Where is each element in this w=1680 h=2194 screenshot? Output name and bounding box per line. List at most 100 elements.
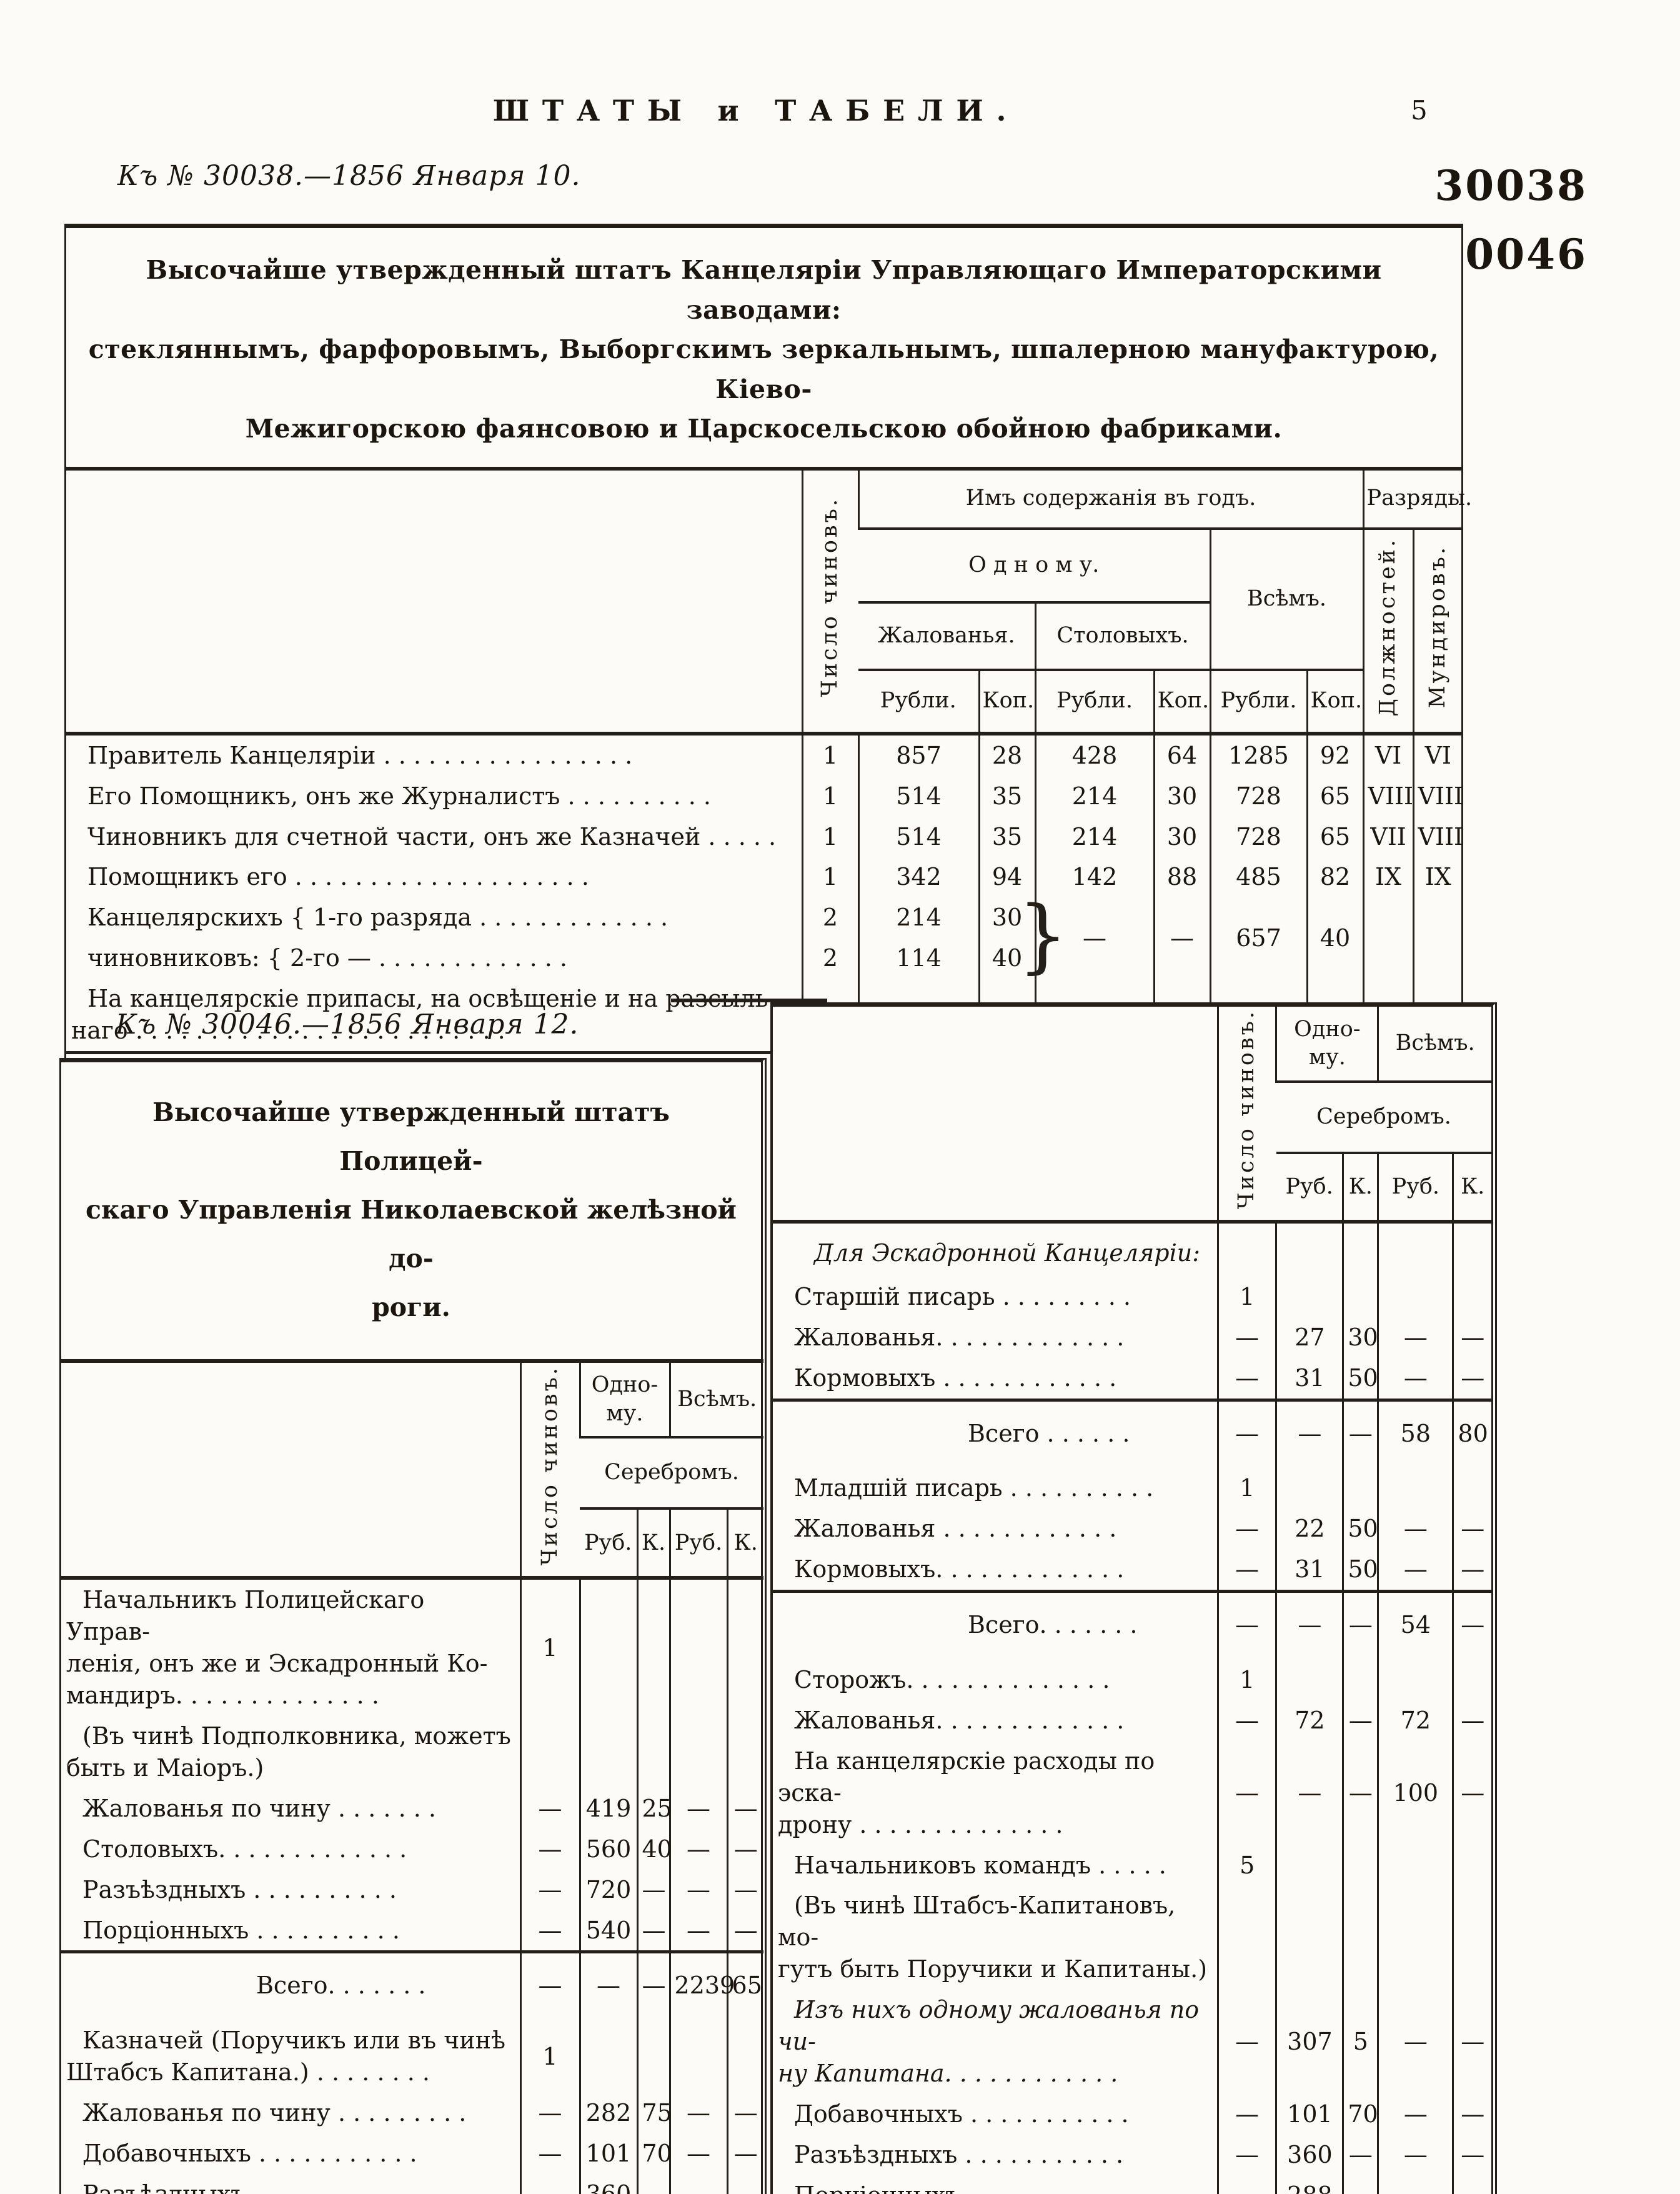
- row-value: —: [1452, 1357, 1491, 1400]
- staff-table-police-left-grid: Число чиновъ. Одно- му. Всѣмъ. Серебромъ…: [61, 1359, 764, 2194]
- row-value: 64: [1153, 733, 1210, 776]
- row-value: —: [726, 2093, 764, 2134]
- col-header-odnomu: О д н о м у.: [858, 528, 1210, 604]
- table-row: Помощникъ его . . . . . . . . . . . . . …: [66, 857, 1463, 898]
- row-label: Чиновникъ для счетной части, онъ же Казн…: [87, 822, 777, 850]
- row-value: —: [1216, 1590, 1276, 1660]
- table-row: Разъѣздныхъ . . . . . . . . . . . —360— — —: [61, 2173, 764, 2194]
- table-row: Сторожъ. . . . . . . . . . . . . . 1: [773, 1660, 1491, 1700]
- row-label: Канцелярскихъ { 1-го разряда . . . . . .…: [87, 904, 669, 932]
- row-value: 307: [1275, 1990, 1343, 2094]
- row-value: [1452, 1885, 1491, 1990]
- row-value: VI: [1412, 733, 1463, 776]
- row-value: 485: [1209, 857, 1307, 898]
- row-value: 1: [801, 775, 858, 817]
- row-label: Порціонныхъ . . . . . . . . . .: [82, 1916, 400, 1944]
- table-row: На канцелярскіе расходы по эска- дрону .…: [773, 1740, 1491, 1845]
- row-value: 65: [726, 1950, 764, 2021]
- row-label: Жалованья по чину . . . . . . . . .: [82, 2099, 467, 2127]
- col-header-k: К.: [1452, 1152, 1491, 1224]
- row-value: 65: [1306, 816, 1364, 857]
- page-title: ШТАТЫ и ТАБЕЛИ.: [492, 94, 1020, 127]
- row-value: —: [1275, 1740, 1343, 1845]
- row-value: [1275, 1845, 1343, 1886]
- col-header-vsem: Всѣмъ.: [669, 1361, 764, 1439]
- row-label: Жалованья по чину . . . . . . .: [82, 1794, 437, 1822]
- col-header-kop: Коп.: [1306, 669, 1364, 735]
- row-value: 288: [1275, 2175, 1343, 2194]
- col-header-vsem: Всѣмъ.: [1377, 1007, 1491, 1084]
- row-value: —: [669, 1869, 728, 1910]
- table-row: Изъ нихъ одному жалованья по чи- ну Капи…: [773, 1990, 1491, 2094]
- table-title: Высочайше утвержденный штатъ Канцеляріи …: [88, 255, 1439, 444]
- row-value: [579, 1578, 637, 1716]
- row-value: —: [726, 1788, 764, 1829]
- row-value: 88: [1153, 857, 1210, 898]
- row-label: Жалованья. . . . . . . . . . . . .: [794, 1323, 1125, 1351]
- staff-table-police-left: Высочайше утвержденный штатъ Полицей- ск…: [59, 1058, 767, 2194]
- row-value: —: [669, 1788, 728, 1829]
- row-value: [1377, 1660, 1453, 1700]
- table-row: Начальниковъ командъ . . . . . 5: [773, 1845, 1491, 1886]
- row-value: 419: [579, 1788, 637, 1829]
- row-value: 100: [1377, 1740, 1453, 1845]
- row-value: —: [1342, 1398, 1378, 1468]
- row-value: 1: [801, 816, 858, 857]
- table-row: Чиновникъ для счетной части, онъ же Казн…: [66, 816, 1463, 857]
- row-value: —: [726, 1828, 764, 1870]
- row-value: [1275, 1221, 1343, 1277]
- row-value: —: [669, 1828, 728, 1870]
- row-value: [1275, 1276, 1343, 1317]
- row-value: —: [1452, 1990, 1491, 2094]
- row-value: —: [1216, 2134, 1276, 2175]
- row-value: —: [519, 2133, 580, 2174]
- row-value: 35: [978, 775, 1035, 817]
- corner-cell: [773, 1007, 1218, 1224]
- row-value: 27: [1275, 1317, 1343, 1358]
- row-value: —: [519, 2093, 580, 2134]
- row-value: —: [669, 2133, 728, 2174]
- table-row: (Въ чинѣ Подполковника, можетъ быть и Ма…: [61, 1715, 764, 1788]
- row-label: (Въ чинѣ Подполковника, можетъ быть и Ма…: [66, 1722, 511, 1782]
- row-value: 70: [1342, 2093, 1378, 2135]
- row-value: 94: [978, 857, 1035, 898]
- row-value: —: [1377, 1549, 1453, 1592]
- row-value: —: [726, 2133, 764, 2174]
- row-label: Кормовыхъ. . . . . . . . . . . . .: [794, 1555, 1125, 1583]
- col-header-odnomu: Одно- му.: [1275, 1007, 1378, 1084]
- col-header-kop: Коп.: [978, 669, 1035, 735]
- row-value: 70: [636, 2133, 672, 2174]
- row-label: Столовыхъ. . . . . . . . . . . . .: [82, 1835, 407, 1863]
- row-value: 75: [636, 2093, 672, 2134]
- row-value: —: [1216, 1740, 1276, 1845]
- row-value: —: [1377, 1357, 1453, 1400]
- table-row: Канцелярскихъ { 1-го разряда . . . . . .…: [66, 897, 1463, 979]
- row-value: IX: [1362, 857, 1414, 898]
- row-value: —: [519, 1788, 580, 1829]
- row-label: Жалованья. . . . . . . . . . . . .: [794, 1706, 1125, 1734]
- row-label: Его Помощникъ, онъ же Журналистъ . . . .…: [87, 782, 712, 810]
- table-row: Всего. . . . . . . — — —54—: [773, 1590, 1491, 1660]
- row-value: 72: [1275, 1700, 1343, 1741]
- col-header-rubli: Рубли.: [1209, 669, 1307, 735]
- row-value: [636, 1715, 670, 1788]
- row-value: 360: [579, 2173, 637, 2194]
- col-header-kop: Коп.: [1153, 669, 1210, 735]
- row-value: 360: [1275, 2134, 1343, 2175]
- row-value: 728: [1209, 775, 1307, 817]
- row-value: 2: [801, 938, 858, 979]
- row-label: Младшій писарь . . . . . . . . . .: [794, 1474, 1154, 1502]
- row-value: —: [1342, 2175, 1378, 2194]
- row-value: [579, 1715, 637, 1788]
- col-header-soderzhanie: Имъ содержанія въ годъ.: [857, 468, 1364, 530]
- row-value: 50: [1342, 1508, 1378, 1550]
- row-value: VII: [1362, 816, 1414, 857]
- row-value: —: [1452, 1740, 1491, 1845]
- col-header-stolovykh: Столовыхъ.: [1034, 602, 1210, 671]
- row-label: Всего . . . . . .: [773, 1398, 1218, 1468]
- row-value: 514: [857, 816, 979, 857]
- row-value: —: [1452, 1549, 1491, 1592]
- row-value: [636, 2020, 670, 2093]
- row-value: —: [1216, 2175, 1276, 2194]
